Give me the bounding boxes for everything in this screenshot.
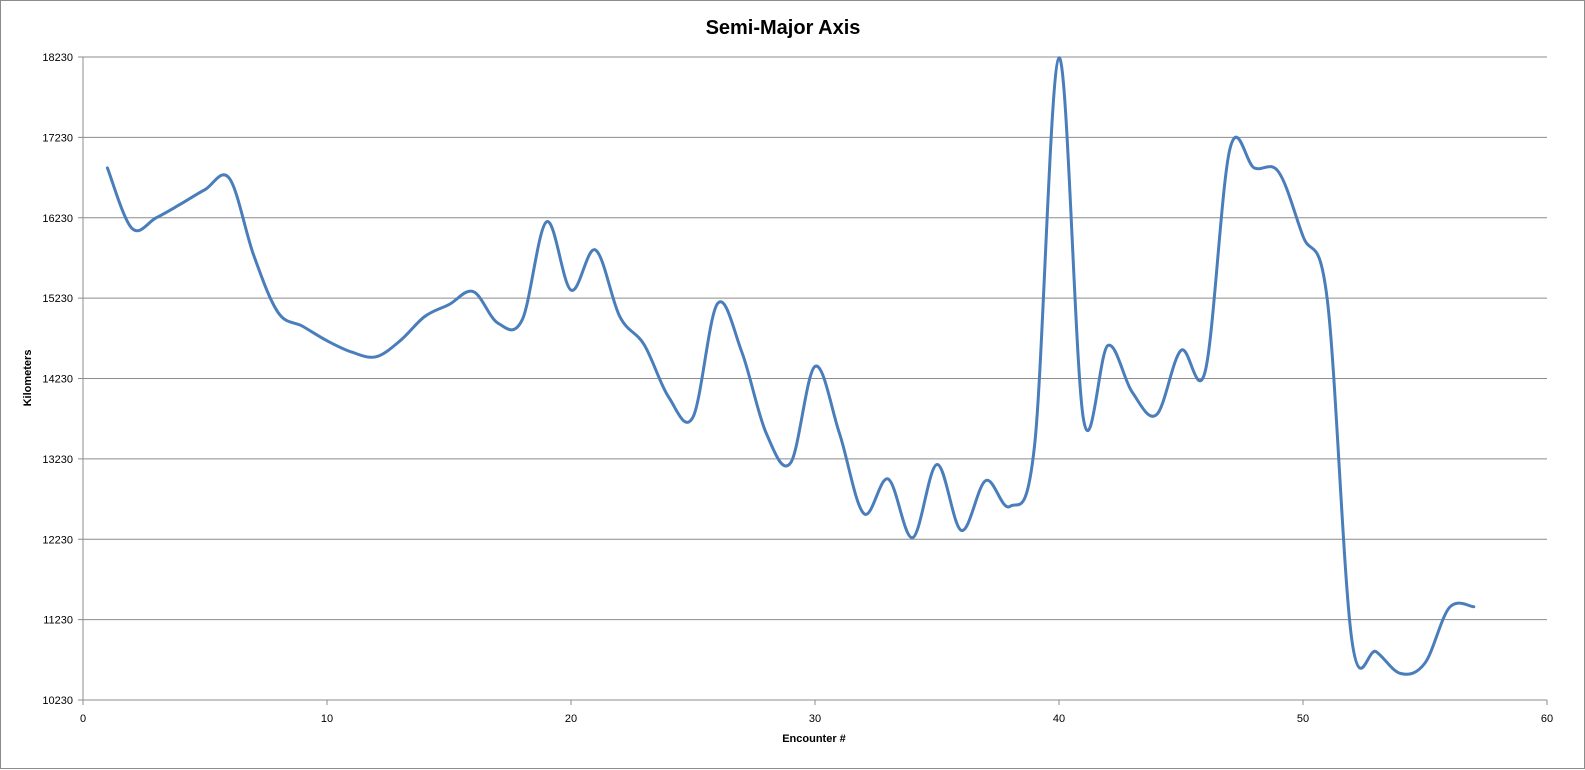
series-line	[107, 58, 1473, 674]
chart-title: Semi-Major Axis	[706, 17, 861, 39]
y-axis-label: Kilometers	[22, 350, 34, 407]
y-tick-label: 17230	[42, 132, 73, 144]
y-tick-label: 10230	[42, 695, 73, 707]
x-tick-label: 40	[1053, 713, 1065, 725]
x-axis-ticks: 0 10 20 30 40 50 60	[80, 700, 1553, 725]
x-tick-label: 50	[1297, 713, 1309, 725]
x-tick-label: 30	[809, 713, 821, 725]
x-tick-label: 10	[321, 713, 333, 725]
y-tick-label: 13230	[42, 454, 73, 466]
series-layer	[107, 58, 1473, 674]
gridlines	[83, 57, 1547, 620]
y-tick-label: 16230	[42, 213, 73, 225]
x-tick-label: 60	[1541, 713, 1553, 725]
y-tick-label: 12230	[42, 534, 73, 546]
y-tick-label: 11230	[43, 615, 73, 627]
x-tick-label: 20	[565, 713, 577, 725]
y-tick-label: 15230	[42, 293, 73, 305]
y-axis-ticks: 10230 11230 12230 13230 14230 15230 16230 17230…	[42, 52, 83, 707]
y-tick-label: 18230	[42, 52, 73, 64]
y-tick-label: 14230	[42, 374, 73, 386]
x-tick-label: 0	[80, 713, 86, 725]
x-axis-label: Encounter #	[782, 733, 846, 745]
